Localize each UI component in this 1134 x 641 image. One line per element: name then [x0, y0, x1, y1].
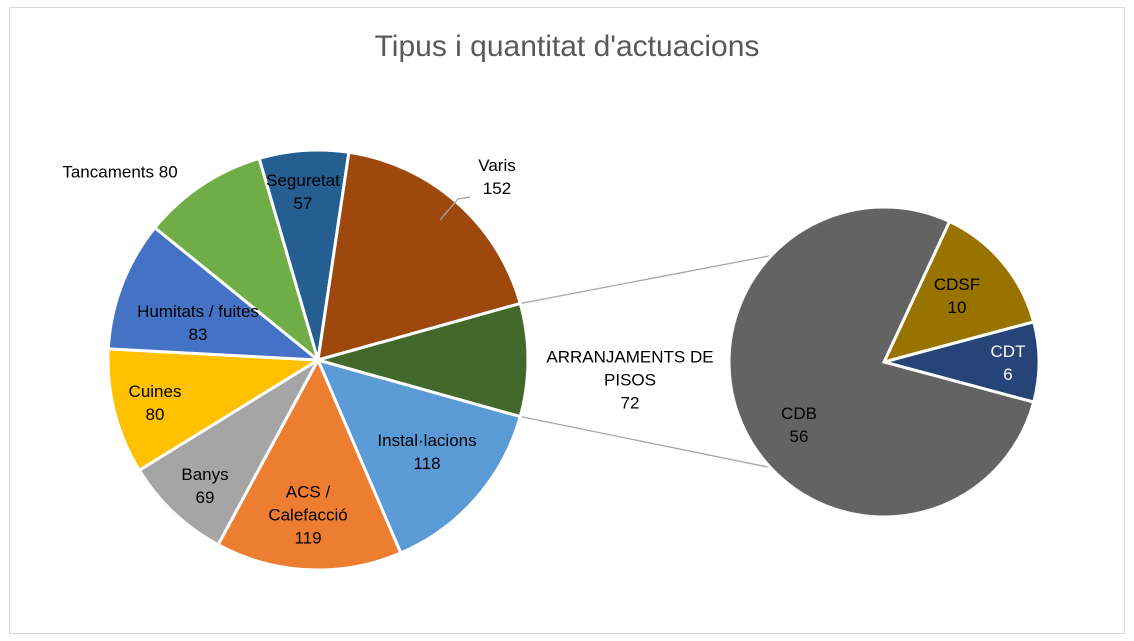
- data-label: ACS / Calefacció 119: [258, 481, 358, 550]
- category-label: Tancaments: [62, 162, 155, 182]
- value-label: 80: [158, 162, 178, 182]
- value-label: 6: [1003, 365, 1013, 384]
- data-label: Varis 152: [478, 154, 515, 200]
- data-label: Instal·lacions 118: [377, 429, 476, 475]
- chart-title: Tipus i quantitat d'actuacions: [374, 30, 760, 63]
- pie-slice: [312, 301, 530, 419]
- category-label: CDSF: [933, 275, 981, 294]
- data-label: CDSF 10: [934, 273, 980, 319]
- value-label: 10: [947, 298, 967, 317]
- data-label: CDT 6: [991, 340, 1026, 386]
- data-label: Cuines 80: [129, 380, 182, 426]
- category-label: ARRANJAMENTS DE PISOS: [546, 347, 714, 390]
- data-label: Seguretat 57: [266, 169, 340, 215]
- pie-slice: [137, 355, 322, 547]
- category-label: Banys: [181, 465, 229, 484]
- data-label: ARRANJAMENTS DE PISOS 72: [545, 346, 715, 415]
- category-label: CDB: [781, 404, 817, 423]
- value-label: 57: [293, 194, 313, 213]
- pie-slice: [727, 205, 1036, 519]
- pie-slice: [315, 357, 523, 555]
- value-label: 83: [188, 325, 208, 344]
- category-label: Seguretat: [266, 171, 340, 190]
- category-label: CDT: [990, 342, 1026, 361]
- pie-slice: [316, 150, 523, 363]
- category-label: Varis: [478, 156, 516, 175]
- pie-slice: [106, 347, 323, 473]
- value-label: 56: [789, 427, 809, 446]
- pie-slice: [106, 225, 323, 362]
- value-label: 152: [482, 179, 512, 198]
- value-label: 72: [620, 393, 640, 413]
- value-label: 119: [294, 528, 322, 548]
- data-label: CDB 56: [781, 402, 817, 448]
- data-label: Humitats / fuites 83: [137, 300, 259, 346]
- category-label: Cuines: [128, 382, 182, 401]
- data-label: Tancaments 80: [62, 161, 177, 184]
- category-label: Instal·lacions: [377, 431, 477, 450]
- pie-slice: [152, 156, 321, 365]
- leader-line: [439, 196, 471, 221]
- value-label: 69: [195, 488, 215, 507]
- value-label: 118: [413, 454, 441, 473]
- data-label: Banys 69: [181, 463, 228, 509]
- category-label: ACS / Calefacció: [268, 482, 348, 525]
- category-label: Humitats / fuites: [137, 302, 259, 321]
- pie-slice: [216, 356, 403, 572]
- pie-slice: [881, 219, 1036, 365]
- value-label: 80: [145, 405, 165, 424]
